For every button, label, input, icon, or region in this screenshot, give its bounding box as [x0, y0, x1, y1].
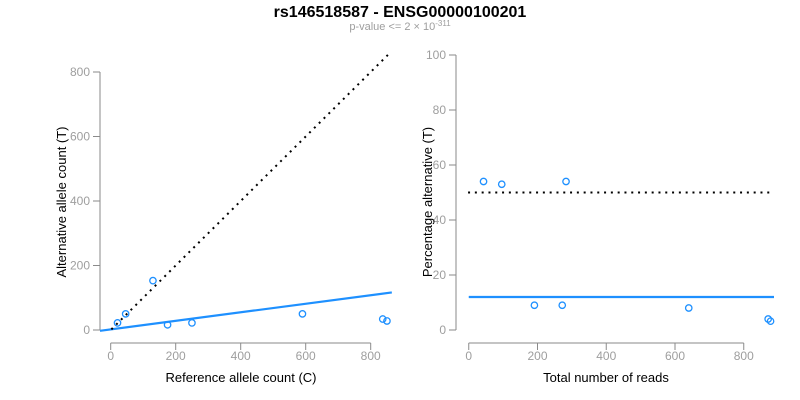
y-axis-tick-label: 200 — [70, 259, 90, 273]
data-point — [383, 317, 391, 325]
y-axis-tick-label: 80 — [433, 103, 447, 117]
data-point — [764, 315, 773, 323]
x-axis-tick-label: 400 — [231, 349, 251, 363]
y-axis-tick-label: 20 — [433, 268, 447, 282]
left-panel-allele-counts: 0 200 400 600 800 0 200 400 600 800 Reference alle… — [54, 51, 392, 385]
figure-title: rs146518587 - ENSG00000100201 — [273, 4, 527, 21]
data-point — [149, 276, 157, 285]
data-point — [530, 301, 539, 310]
data-point — [378, 315, 387, 323]
pvalue-exponent: -311 — [435, 19, 451, 28]
data-point — [113, 319, 122, 327]
y-axis-tick-label: 400 — [70, 194, 90, 208]
y-axis-tick-label: 0 — [83, 323, 90, 337]
right-panel-percentage: 0 20 40 60 80 100 0 200 400 600 800 Total number of… — [420, 48, 775, 385]
y-axis-tick-label: 40 — [433, 213, 447, 227]
identity-line — [110, 51, 392, 331]
data-point — [188, 319, 196, 327]
fit-line — [99, 291, 392, 332]
figure-subtitle: p-value <= 2 × 10-311 — [0, 19, 800, 33]
y-axis-tick-label: 100 — [426, 48, 446, 62]
y-axis-tick-label: 600 — [70, 130, 90, 144]
x-axis-tick-label: 200 — [166, 349, 186, 363]
data-point — [562, 177, 570, 186]
x-axis-title: Reference allele count (C) — [165, 370, 316, 385]
x-axis-tick-label: 800 — [361, 349, 381, 363]
y-axis-tick-label: 800 — [70, 65, 90, 79]
y-axis-title: Alternative allele count (T) — [54, 126, 69, 277]
data-point — [121, 310, 130, 318]
data-point — [558, 301, 567, 310]
x-axis-tick-label: 200 — [527, 349, 547, 363]
data-point — [163, 320, 172, 329]
pvalue-text: p-value <= 2 × 10 — [349, 21, 436, 33]
data-point — [298, 310, 307, 318]
x-axis-tick-label: 800 — [734, 349, 754, 363]
y-axis-tick-label: 0 — [439, 323, 446, 337]
x-axis-tick-label: 600 — [296, 349, 316, 363]
y-axis-title: Percentage alternative (T) — [420, 127, 435, 277]
x-axis-tick-label: 400 — [596, 349, 616, 363]
data-point — [684, 304, 693, 312]
data-point — [766, 317, 775, 326]
data-point — [479, 177, 488, 186]
x-axis-tick-label: 0 — [465, 349, 472, 363]
x-axis-title: Total number of reads — [543, 370, 669, 385]
x-axis-tick-label: 600 — [665, 349, 685, 363]
x-axis-tick-label: 0 — [107, 349, 114, 363]
data-point — [497, 180, 506, 189]
y-axis-tick-label: 60 — [433, 158, 447, 172]
